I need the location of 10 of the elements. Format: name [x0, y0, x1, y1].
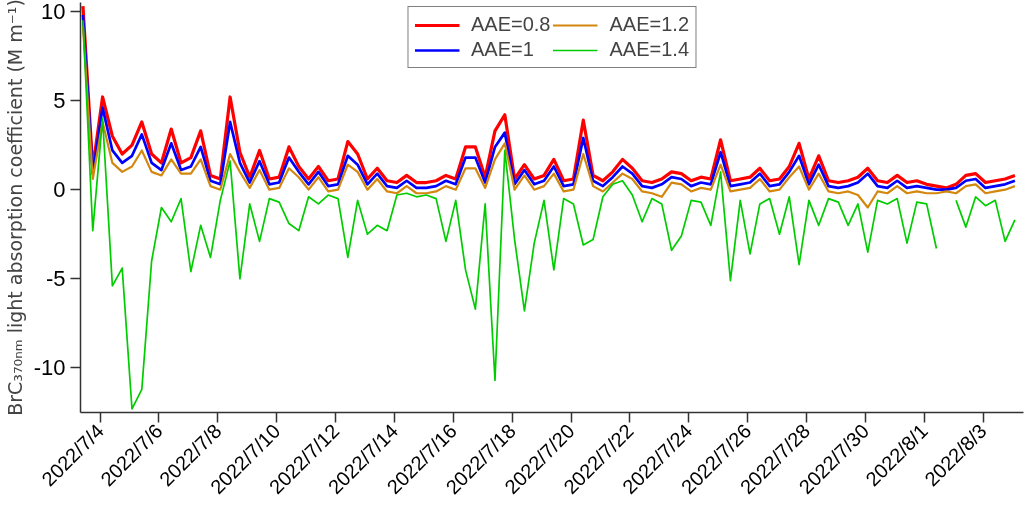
y-axis-title: BrC₃₇₀ₙₘ light absorption coefficient (M m⁻¹) — [3, 0, 26, 416]
legend-label: AAE=1.4 — [609, 38, 690, 61]
legend-label: AAE=1 — [470, 38, 534, 61]
y-tick-label: -10 — [33, 355, 66, 381]
y-tick-label: 5 — [53, 88, 66, 114]
legend-label: AAE=1.2 — [609, 13, 690, 36]
legend-label: AAE=0.8 — [470, 13, 551, 36]
y-tick-label: 10 — [41, 0, 66, 24]
y-tick-label: 0 — [53, 177, 66, 203]
y-tick-label: -5 — [45, 266, 66, 292]
